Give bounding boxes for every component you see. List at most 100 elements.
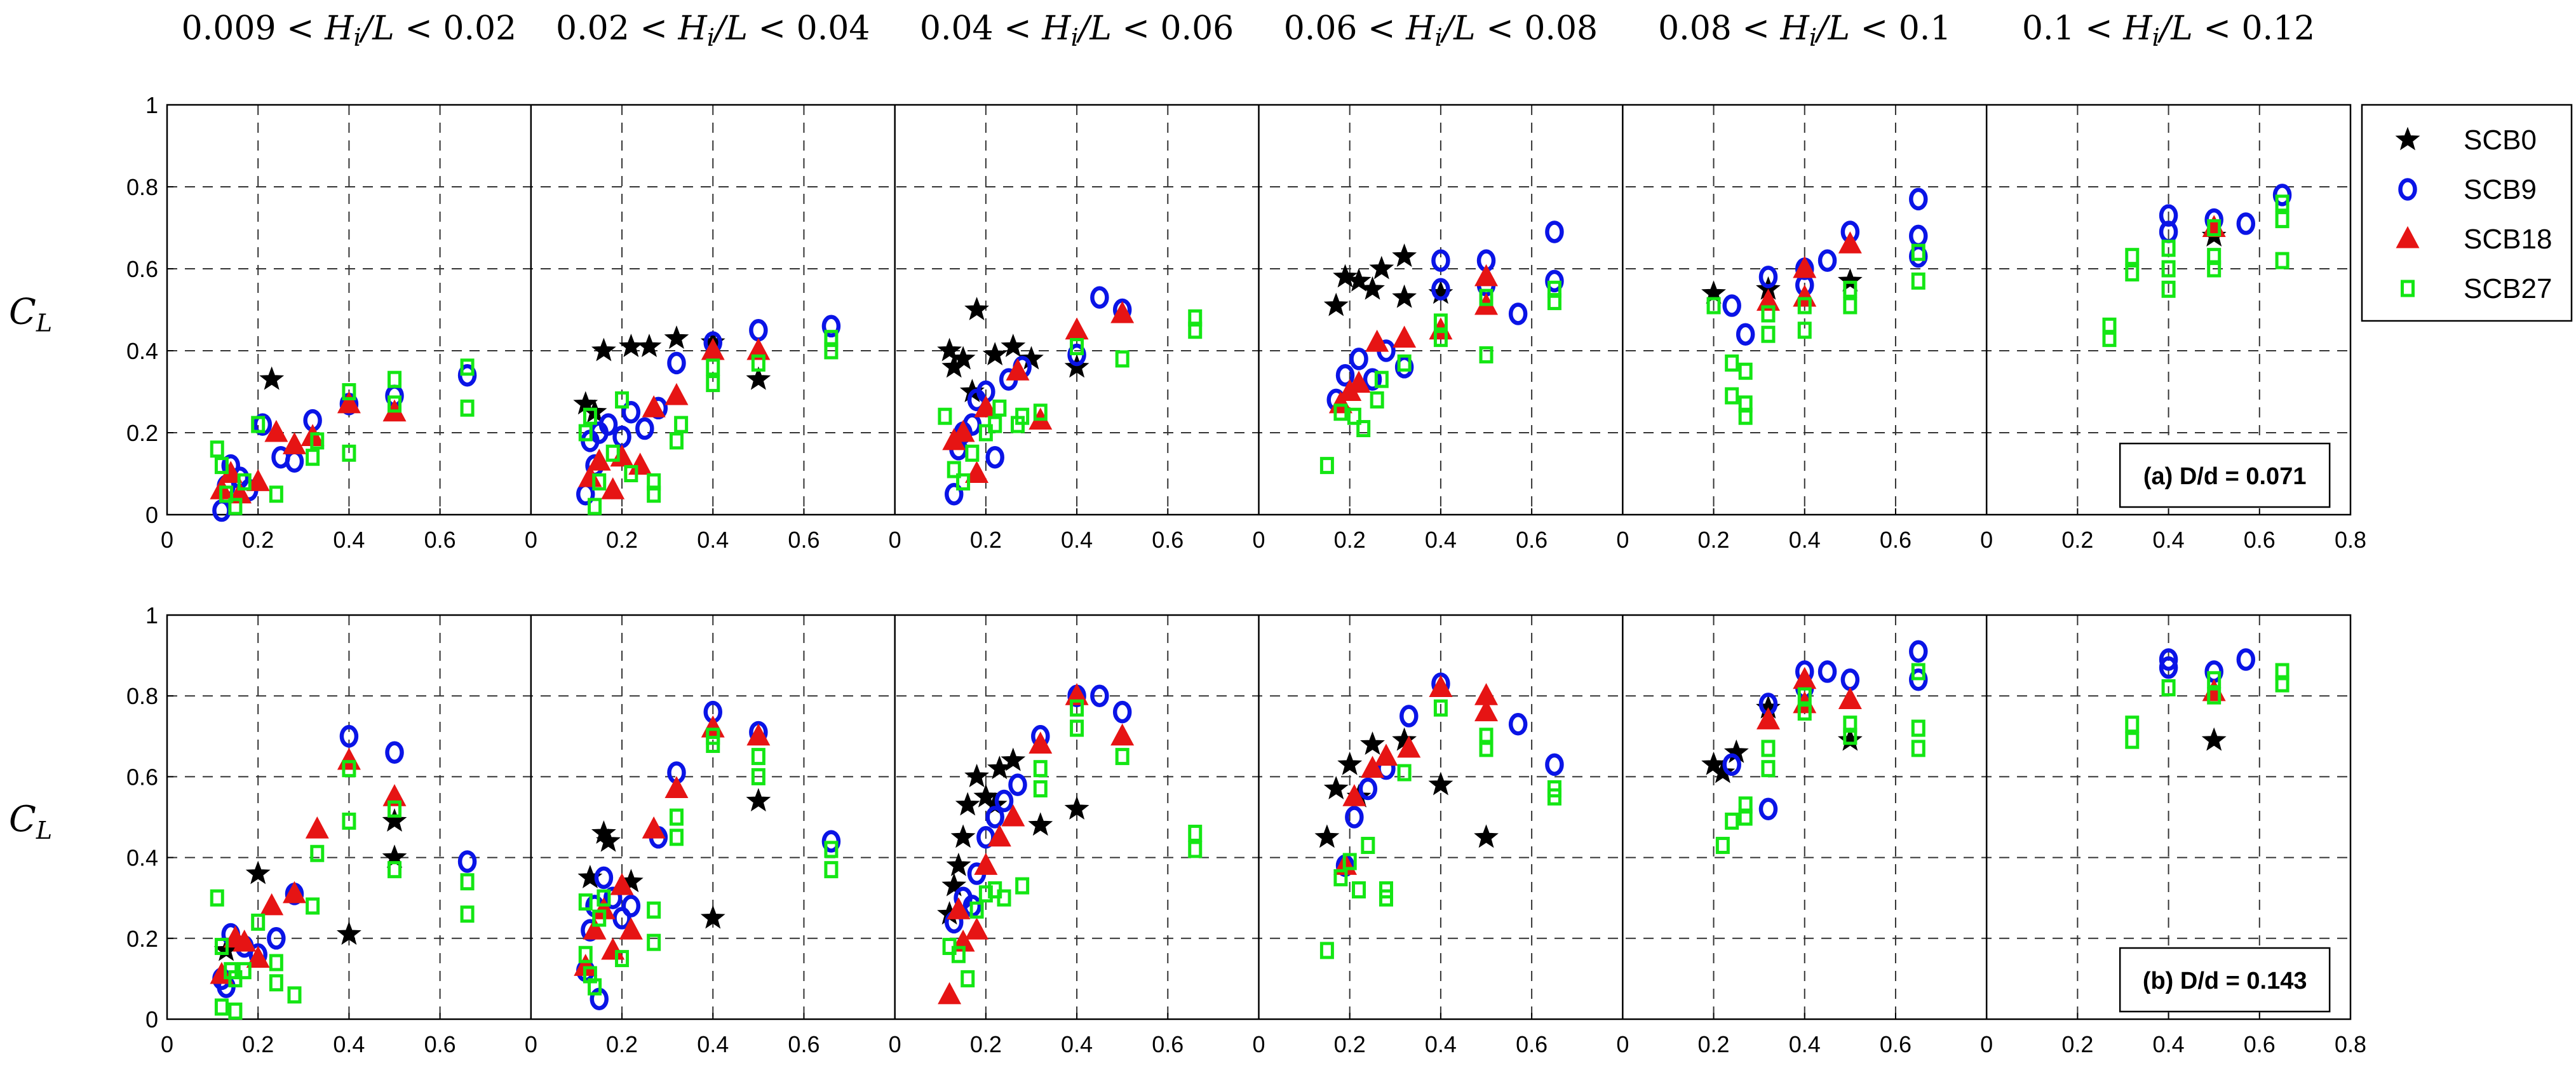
data-point-scb27 xyxy=(1397,354,1412,372)
data-point-scb27 xyxy=(2125,731,2140,749)
data-point-scb0 xyxy=(1064,796,1089,820)
data-point-scb18 xyxy=(264,419,288,442)
data-point-scb27 xyxy=(1356,420,1371,438)
data-point-scb0 xyxy=(245,860,271,884)
data-point-scb27 xyxy=(1738,808,1753,826)
data-point-scb0 xyxy=(1360,276,1385,300)
data-point-scb18 xyxy=(601,937,625,960)
data-point-scb18 xyxy=(382,784,407,806)
data-point-scb27 xyxy=(2161,280,2176,298)
data-point-scb9 xyxy=(667,351,686,375)
data-point-scb0 xyxy=(950,824,976,848)
data-point-scb9 xyxy=(1722,753,1741,776)
data-point-scb27 xyxy=(605,444,620,462)
data-point-scb27 xyxy=(1115,748,1130,766)
range-title-part: < 0.08 xyxy=(1476,10,1598,48)
data-point-scb0 xyxy=(1028,812,1053,836)
data-point-scb27 xyxy=(1342,853,1357,870)
range-title-3: 0.04 < Hi/L < 0.06 xyxy=(920,10,1234,51)
data-point-scb27 xyxy=(1361,837,1375,855)
data-point-scb0 xyxy=(937,337,962,362)
data-point-scb27 xyxy=(1738,362,1753,380)
data-point-scb18 xyxy=(701,715,725,738)
data-point-scb0 xyxy=(1392,243,1417,268)
data-point-scb9 xyxy=(1431,249,1450,272)
y-tick-label: 0.8 xyxy=(126,174,158,200)
data-point-scb27 xyxy=(1333,403,1348,421)
x-tick-label: 0.4 xyxy=(1061,527,1093,553)
range-title-part: H xyxy=(1041,10,1072,48)
x-tick-label: 0.6 xyxy=(1880,1031,1912,1057)
range-title-part: 0.02 < xyxy=(556,10,678,48)
data-point-scb0 xyxy=(382,808,407,832)
data-point-scb18 xyxy=(1393,325,1417,348)
data-point-scb27 xyxy=(1738,796,1753,814)
data-point-scb18 xyxy=(664,776,689,798)
legend-label-scb0: SCB0 xyxy=(2464,125,2537,156)
data-point-scb18 xyxy=(246,945,270,968)
range-title-1: 0.009 < Hi/L < 0.02 xyxy=(182,10,517,51)
data-point-scb27 xyxy=(978,885,993,903)
data-point-scb0 xyxy=(1369,255,1394,280)
data-point-scb27 xyxy=(669,829,684,846)
range-title-5: 0.08 < Hi/L < 0.1 xyxy=(1658,10,1951,51)
x-tick-label: 0.2 xyxy=(2061,527,2093,553)
data-point-scb18 xyxy=(987,824,1011,847)
data-point-scb18 xyxy=(1347,370,1371,393)
y-axis-label-sub: L xyxy=(36,816,52,844)
x-tick-label: 0.2 xyxy=(1334,527,1366,553)
data-point-scb27 xyxy=(214,938,229,956)
data-point-scb9 xyxy=(1909,640,1928,663)
data-point-scb27 xyxy=(1706,297,1721,315)
data-point-scb27 xyxy=(669,432,684,450)
data-point-scb27 xyxy=(1761,760,1776,778)
data-point-scb27 xyxy=(460,399,475,417)
data-point-scb18 xyxy=(2202,679,2226,701)
y-tick-label: 0 xyxy=(145,1006,158,1033)
data-point-scb18 xyxy=(282,432,306,454)
legend-marker-scb0 xyxy=(2395,126,2420,151)
x-tick-label: 0.8 xyxy=(2335,1031,2366,1057)
data-point-scb9 xyxy=(621,895,641,918)
data-point-scb27 xyxy=(460,873,475,891)
range-title-part: i xyxy=(1809,24,1817,51)
range-title-part: /L xyxy=(1440,10,1476,48)
range-title-part: 0.06 < xyxy=(1284,10,1406,48)
data-point-scb27 xyxy=(615,391,630,409)
data-point-scb27 xyxy=(1479,728,1494,745)
data-point-scb27 xyxy=(1033,760,1048,778)
data-point-scb27 xyxy=(1715,837,1730,855)
data-point-scb27 xyxy=(1370,391,1384,409)
data-point-scb18 xyxy=(583,917,607,940)
panel-1-1 xyxy=(210,358,477,522)
data-point-scb27 xyxy=(1070,699,1084,717)
data-point-scb27 xyxy=(2125,248,2140,266)
data-point-scb9 xyxy=(1722,294,1741,317)
data-point-scb27 xyxy=(342,383,356,400)
data-point-scb27 xyxy=(1761,325,1776,343)
annotation-box xyxy=(2119,442,2331,508)
x-tick-label: 0.2 xyxy=(242,1031,274,1057)
data-point-scb27 xyxy=(1188,322,1203,339)
data-point-scb27 xyxy=(1547,293,1561,311)
x-tick-label: 0.6 xyxy=(2244,527,2276,553)
annotation-label: (b) D/d = 0.143 xyxy=(2143,968,2307,994)
x-tick-label: 0.2 xyxy=(2061,1031,2093,1057)
panel-2-2 xyxy=(574,700,841,1010)
data-point-scb27 xyxy=(1547,780,1561,797)
range-title-2: 0.02 < Hi/L < 0.04 xyxy=(556,10,870,51)
data-point-scb27 xyxy=(997,889,1011,907)
x-tick-label: 0 xyxy=(161,1031,173,1057)
legend-label-scb27: SCB27 xyxy=(2464,273,2552,304)
data-point-scb27 xyxy=(992,399,1007,417)
data-point-scb27 xyxy=(1015,877,1030,895)
data-point-scb18 xyxy=(587,448,611,471)
data-point-scb9 xyxy=(985,806,1004,829)
range-title-part: < 0.04 xyxy=(748,10,870,48)
data-point-scb0 xyxy=(1001,747,1026,771)
data-point-scb18 xyxy=(974,853,998,875)
data-point-scb9 xyxy=(1349,348,1368,370)
x-tick-label: 0.8 xyxy=(2335,527,2366,553)
data-point-scb18 xyxy=(1065,317,1089,340)
